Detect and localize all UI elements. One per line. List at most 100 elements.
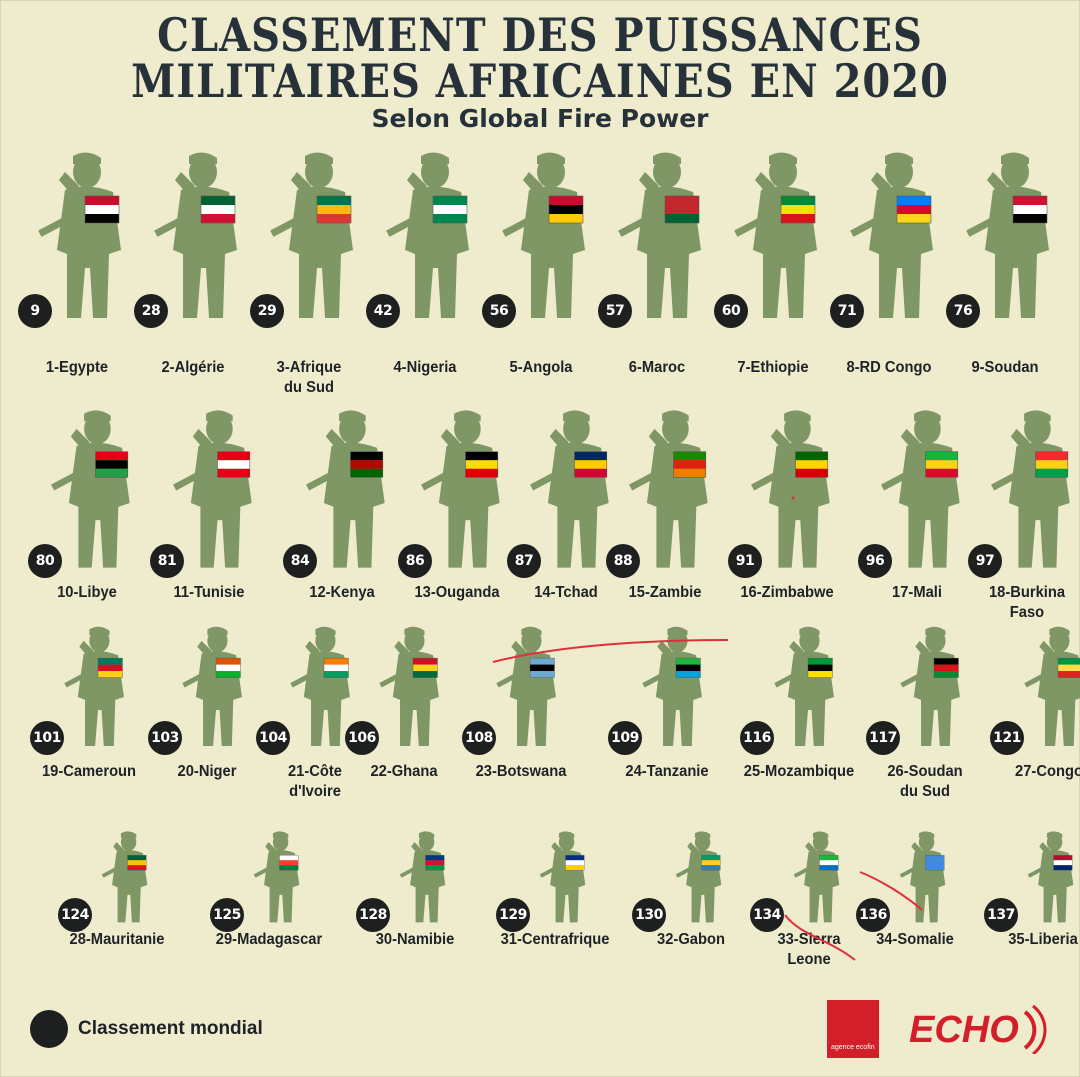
flag-stripe <box>673 451 706 461</box>
flag-stripe <box>1058 664 1080 672</box>
flag-stripe <box>676 658 701 665</box>
world-rank-badge: 84 <box>283 543 317 578</box>
flag-stripe <box>1035 451 1068 461</box>
flag-stripe <box>216 671 241 678</box>
flag-stripe <box>98 658 123 665</box>
country-name: 4-Nigeria <box>393 359 457 376</box>
flag-stripe <box>897 196 931 205</box>
flag-stripe <box>934 671 959 678</box>
world-rank-badge: 60 <box>714 294 748 328</box>
flag-stripe <box>433 196 467 205</box>
country-name: 27-Congo <box>1015 763 1080 780</box>
flag-icon <box>98 657 124 678</box>
flag-stripe <box>85 214 119 223</box>
flag-icon <box>672 451 706 478</box>
flag-icon <box>279 855 299 871</box>
flag-stripe <box>425 855 444 861</box>
world-rank-badge: 125 <box>210 897 244 932</box>
flag-icon <box>565 855 585 871</box>
country-name: 18-Burkina Faso <box>988 584 1066 621</box>
flag-stripe <box>574 451 607 461</box>
world-rank-badge: 88 <box>606 543 640 578</box>
flag-icon <box>413 657 439 678</box>
country-name: 35-Liberia <box>1008 931 1078 948</box>
soldier-silhouette <box>675 831 722 923</box>
agence-ecofin-logo: agence ecofin <box>827 1000 879 1058</box>
flag-stripe <box>530 671 555 678</box>
country-name: 20-Niger <box>177 763 237 780</box>
soldier-silhouette <box>990 410 1070 568</box>
title-line-2: MILITAIRES AFRICAINES EN 2020 <box>131 54 949 109</box>
flag-stripe <box>350 451 383 461</box>
world-rank-badge: 57 <box>598 294 632 328</box>
world-rank-badge: 109 <box>608 721 642 756</box>
flag-stripe <box>565 860 584 866</box>
world-rank-badge: 136 <box>856 897 890 932</box>
soldier-silhouette <box>642 626 703 746</box>
soldier-silhouette <box>386 152 469 318</box>
flag-icon <box>200 195 236 224</box>
flag-stripe <box>1053 860 1072 866</box>
soldier-silhouette <box>628 410 708 568</box>
flag-stripe <box>85 205 119 214</box>
flag-stripe <box>201 205 235 214</box>
country-name: 23-Botswana <box>475 763 567 780</box>
flag-icon <box>819 855 839 871</box>
soldier-silhouette <box>305 410 385 568</box>
flag-stripe <box>781 205 815 214</box>
flag-stripe <box>701 855 720 861</box>
country-name: 3-Afrique du Sud <box>276 359 342 396</box>
flag-stripe <box>98 671 123 678</box>
world-rank-badge: 86 <box>398 543 432 578</box>
soldier-silhouette <box>750 410 830 568</box>
echo-logo: ECHO <box>909 1004 1047 1054</box>
flag-stripe <box>925 468 958 478</box>
flag-icon <box>925 855 945 871</box>
flag-stripe <box>1035 468 1068 478</box>
flag-stripe <box>127 860 146 866</box>
flag-stripe <box>95 468 128 478</box>
flag-icon <box>896 195 932 224</box>
flag-stripe <box>819 865 838 871</box>
flag-icon <box>94 451 128 478</box>
world-rank-badge: 124 <box>58 897 92 932</box>
world-rank-badge: 137 <box>984 897 1018 932</box>
flag-stripe <box>673 468 706 478</box>
world-rank-badge: 96 <box>858 543 892 578</box>
flag-stripe <box>201 214 235 223</box>
country-name: 5-Angola <box>509 359 573 376</box>
flag-stripe <box>549 196 583 205</box>
soldier-silhouette <box>880 410 960 568</box>
world-rank-badge: 81 <box>150 543 184 578</box>
flag-icon <box>127 855 147 871</box>
country-name: 16-Zimbabwe <box>740 584 834 601</box>
flag-icon <box>316 195 352 224</box>
flag-icon <box>349 451 383 478</box>
flag-stripe <box>95 460 128 469</box>
country-name: 29-Madagascar <box>215 931 323 948</box>
world-rank-badge: 80 <box>28 543 62 578</box>
flag-stripe <box>574 460 607 469</box>
country-name: 9-Soudan <box>971 359 1039 376</box>
flag-stripe <box>317 205 351 214</box>
flag-icon <box>324 657 350 678</box>
world-rank-badge: 128 <box>356 897 390 932</box>
world-rank-badge: 134 <box>750 897 784 932</box>
echo-logo-text: ECHO <box>909 1009 1019 1051</box>
soldier-silhouette <box>900 626 961 746</box>
country-name: 10-Libye <box>57 584 117 601</box>
soldier-silhouette <box>172 410 252 568</box>
country-name: 17-Mali <box>892 584 942 601</box>
flag-stripe <box>317 196 351 205</box>
world-rank-badge: 104 <box>256 721 290 756</box>
flag-stripe <box>433 214 467 223</box>
flag-icon <box>84 195 120 224</box>
flag-icon <box>701 855 721 871</box>
legend-label: Classement mondial <box>78 1018 263 1039</box>
world-rank-badge: 97 <box>968 543 1002 578</box>
flag-stripe <box>279 860 298 866</box>
world-rank-badge: 56 <box>482 294 516 328</box>
soldier-silhouette <box>379 626 440 746</box>
flag-icon <box>216 657 242 678</box>
